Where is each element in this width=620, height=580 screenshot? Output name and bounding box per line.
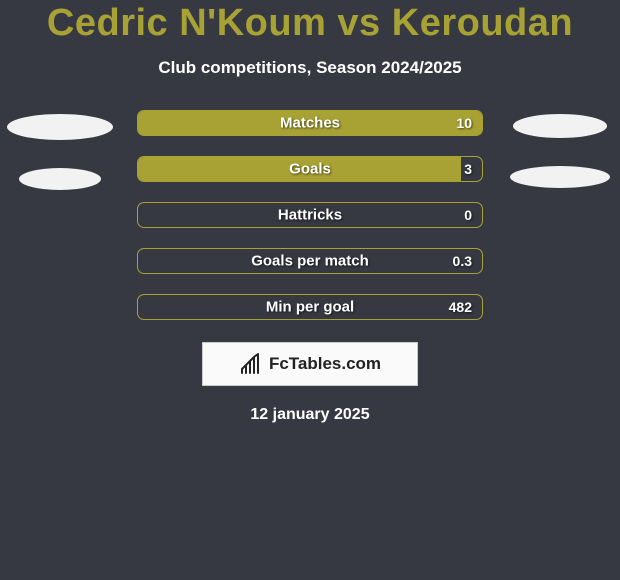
page-title: Cedric N'Koum vs Keroudan	[47, 4, 573, 44]
stat-bar-label: Hattricks	[278, 206, 342, 223]
stat-bar-value: 0	[464, 207, 472, 223]
placeholder-ellipse	[510, 166, 610, 188]
page: Cedric N'Koum vs Keroudan Club competiti…	[0, 0, 620, 580]
snapshot-date: 12 january 2025	[250, 406, 369, 424]
stat-bar-value: 10	[456, 115, 472, 131]
stat-bar-label: Matches	[280, 114, 340, 131]
placeholder-ellipse	[7, 114, 113, 140]
right-placeholder-column	[505, 110, 615, 188]
stat-bar-label: Goals per match	[251, 252, 369, 269]
source-logo: FcTables.com	[202, 342, 418, 386]
left-placeholder-column	[5, 110, 115, 190]
stat-bar: Goals 3	[137, 156, 483, 182]
bars-icon	[239, 352, 263, 376]
stat-bar-label: Goals	[289, 160, 331, 177]
stat-bars: Matches 10 Goals 3 Hattricks 0 Goals per match…	[137, 110, 483, 320]
source-logo-text: FcTables.com	[269, 354, 381, 374]
placeholder-ellipse	[19, 168, 101, 190]
comparison-chart: Matches 10 Goals 3 Hattricks 0 Goals per match…	[0, 110, 620, 320]
stat-bar-value: 3	[464, 161, 472, 177]
stat-bar-label: Min per goal	[266, 298, 354, 315]
stat-bar-value: 0.3	[453, 253, 472, 269]
page-subtitle: Club competitions, Season 2024/2025	[158, 58, 461, 78]
placeholder-ellipse	[513, 114, 607, 138]
stat-bar: Min per goal 482	[137, 294, 483, 320]
stat-bar: Goals per match 0.3	[137, 248, 483, 274]
stat-bar: Matches 10	[137, 110, 483, 136]
stat-bar: Hattricks 0	[137, 202, 483, 228]
stat-bar-value: 482	[449, 299, 472, 315]
